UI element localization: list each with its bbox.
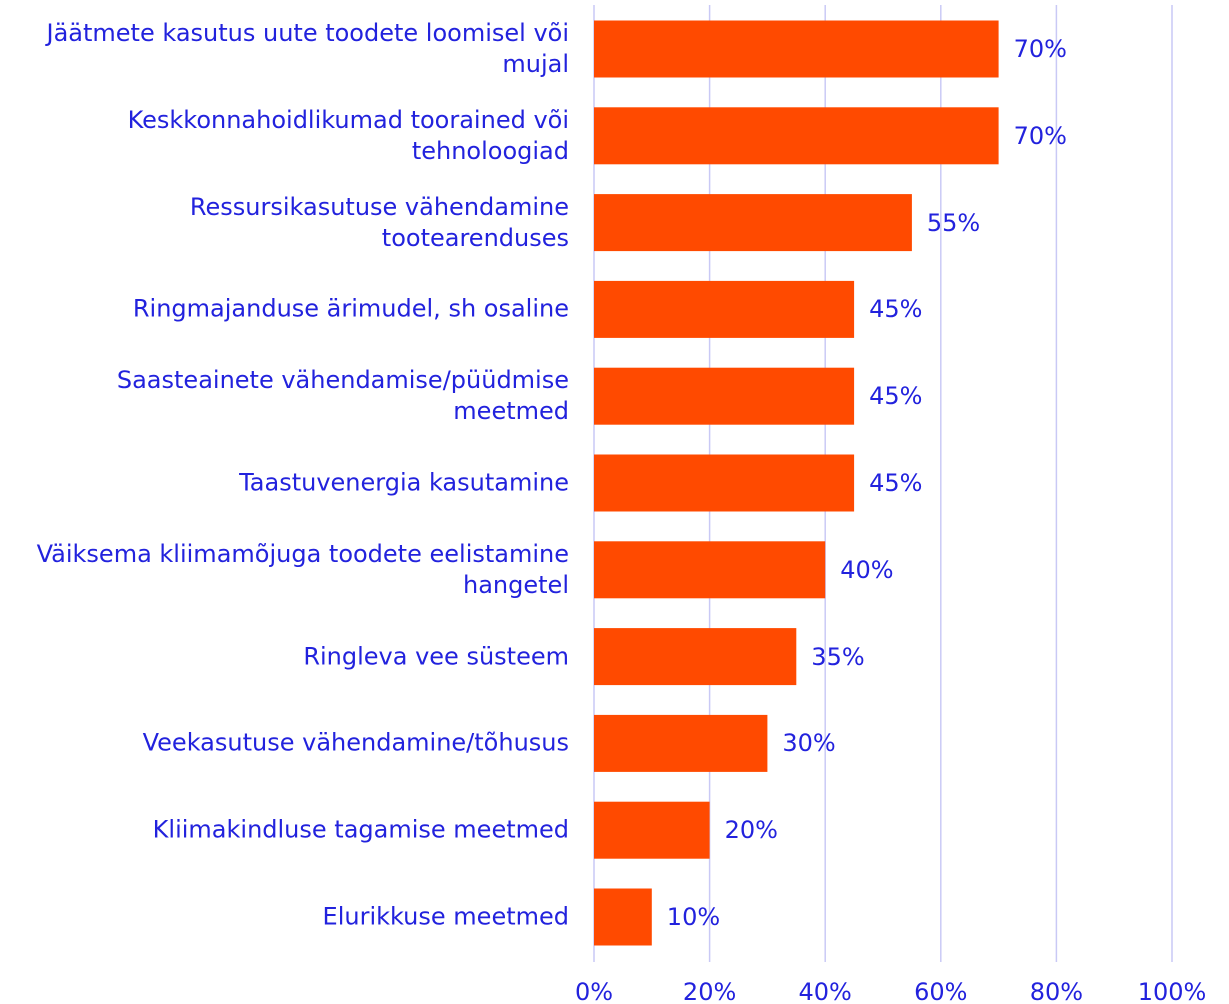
category-label: Ressursikasutuse vähendamine tootearendu…: [189, 192, 569, 252]
category-label: Keskkonnahoidlikumad toorained või tehno…: [127, 105, 569, 165]
category-label: Väiksema kliimamõjuga toodete eelistamin…: [36, 539, 569, 599]
bar: [594, 628, 797, 686]
x-tick-label: 20%: [682, 978, 737, 1004]
x-tick-label: 100%: [1137, 978, 1207, 1004]
bar: [594, 801, 710, 859]
bar: [594, 194, 912, 252]
category-label: Elurikkuse meetmed: [322, 902, 569, 931]
bar: [594, 541, 826, 599]
bar: [594, 367, 855, 425]
value-label: 45%: [869, 295, 923, 324]
bar: [594, 714, 768, 772]
value-label: 10%: [666, 903, 721, 931]
category-label: Taastuvenergia kasutamine: [239, 468, 569, 497]
category-label: Ringmajanduse ärimudel, sh osaline: [132, 294, 569, 323]
value-label: 55%: [926, 208, 981, 237]
bar: [594, 280, 855, 338]
category-label: Veekasutuse vähendamine/tõhusus: [142, 728, 569, 757]
value-label: 35%: [811, 642, 865, 671]
value-label: 45%: [869, 382, 923, 411]
value-label: 70%: [1013, 121, 1067, 150]
bar: [594, 454, 855, 512]
x-tick-label: 80%: [1029, 978, 1084, 1004]
value-label: 40%: [840, 555, 894, 584]
x-tick-label: 60%: [914, 978, 968, 1004]
x-tick-label: 40%: [798, 978, 852, 1004]
value-label: 30%: [782, 729, 836, 758]
category-label: Ringleva vee süsteem: [303, 642, 569, 671]
category-label: Jäätmete kasutus uute toodete loomisel v…: [46, 19, 569, 78]
value-label: 45%: [869, 469, 923, 497]
value-label: 70%: [1013, 35, 1067, 63]
bar: [594, 888, 652, 946]
category-label: Kliimakindluse tagamise meetmed: [152, 815, 569, 844]
category-label: Saasteainete vähendamise/püüdmise meetme…: [116, 366, 569, 426]
bar: [594, 20, 999, 78]
value-label: 20%: [724, 816, 778, 845]
bar: [594, 107, 999, 165]
x-tick-label: 0%: [574, 978, 614, 1004]
